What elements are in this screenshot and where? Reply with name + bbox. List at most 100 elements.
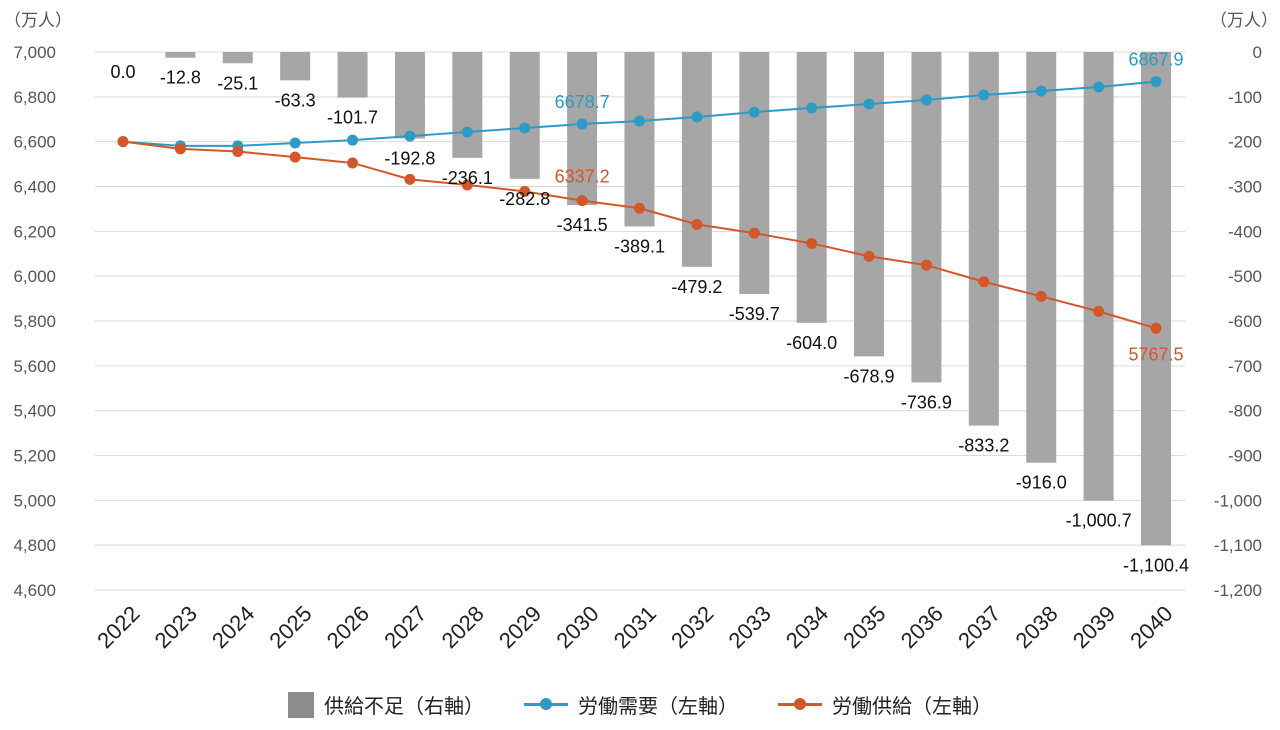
x-tick-label: 2031 xyxy=(609,601,661,653)
shortage-label-2029: -282.8 xyxy=(499,189,550,209)
supply-point-2033 xyxy=(748,227,760,239)
left-tick-label: 5,800 xyxy=(13,312,56,331)
shortage-label-2024: -25.1 xyxy=(217,73,258,93)
demand-point-2030 xyxy=(576,118,588,130)
legend-item-shortage: 供給不足（右軸） xyxy=(288,690,484,719)
demand-label-2040: 6867.9 xyxy=(1128,50,1183,70)
demand-point-2037 xyxy=(978,89,990,101)
x-tick-label: 2025 xyxy=(264,601,316,653)
shortage-label-2035: -678.9 xyxy=(844,366,895,386)
left-tick-label: 6,200 xyxy=(13,222,56,241)
left-tick-label: 5,400 xyxy=(13,402,56,421)
demand-point-2028 xyxy=(461,126,473,138)
demand-point-2029 xyxy=(519,122,531,134)
x-tick-label: 2033 xyxy=(724,601,776,653)
bar-2025 xyxy=(280,52,311,81)
shortage-label-2026: -101.7 xyxy=(327,108,378,128)
shortage-label-2032: -479.2 xyxy=(671,277,722,297)
x-tick-label: 2040 xyxy=(1125,601,1177,653)
x-tick-label: 2023 xyxy=(150,601,202,653)
shortage-label-2027: -192.8 xyxy=(384,148,435,168)
bar-2039 xyxy=(1083,52,1114,501)
bar-2032 xyxy=(681,52,712,267)
supply-point-2039 xyxy=(1093,305,1105,317)
x-tick-label: 2032 xyxy=(666,601,718,653)
left-tick-label: 6,000 xyxy=(13,267,56,286)
demand-point-2033 xyxy=(748,106,760,118)
demand-point-2035 xyxy=(863,98,875,110)
right-tick-label: -700 xyxy=(1228,357,1262,376)
bar-2035 xyxy=(854,52,885,357)
right-tick-label: -1,100 xyxy=(1214,536,1262,555)
chart: 7,000 6,800 6,600 6,400 6,200 6,000 5,800 5,600… xyxy=(4,11,1278,653)
left-tick-label: 6,800 xyxy=(13,88,56,107)
right-tick-label: -600 xyxy=(1228,312,1262,331)
supply-point-2026 xyxy=(347,157,359,169)
left-tick-label: 7,000 xyxy=(13,43,56,62)
shortage-label-2039: -1,000.7 xyxy=(1066,511,1132,531)
legend-label: 労働需要（左軸） xyxy=(578,694,738,718)
bar-2029 xyxy=(509,52,540,179)
right-tick-label: 0 xyxy=(1253,43,1262,62)
supply-point-2036 xyxy=(920,259,932,271)
x-tick-label: 2030 xyxy=(551,601,603,653)
shortage-label-2037: -833.2 xyxy=(958,436,1009,456)
supply-point-2035 xyxy=(863,250,875,262)
left-tick-label: 4,600 xyxy=(13,581,56,600)
left-tick-label: 5,600 xyxy=(13,357,56,376)
demand-point-2026 xyxy=(347,134,359,146)
right-tick-label: -100 xyxy=(1228,88,1262,107)
x-tick-label: 2022 xyxy=(92,601,144,653)
legend-label: 労働供給（左軸） xyxy=(832,694,992,718)
left-tick-label: 4,800 xyxy=(13,536,56,555)
bar-2024 xyxy=(222,52,253,64)
right-tick-label: -800 xyxy=(1228,402,1262,421)
left-tick-label: 5,000 xyxy=(13,491,56,510)
demand-point-2027 xyxy=(404,130,416,142)
x-tick-label: 2024 xyxy=(207,601,259,653)
shortage-label-2040: -1,100.4 xyxy=(1123,555,1189,575)
supply-point-2023 xyxy=(174,143,186,155)
shortage-label-2025: -63.3 xyxy=(275,90,316,110)
supply-point-2030 xyxy=(576,195,588,207)
legend-swatch-bar xyxy=(288,691,314,718)
bar-2023 xyxy=(165,52,196,58)
supply-point-2037 xyxy=(978,276,990,288)
right-tick-label: -1,000 xyxy=(1214,491,1262,510)
x-tick-label: 2027 xyxy=(379,601,431,653)
demand-point-2038 xyxy=(1035,85,1047,97)
x-tick-label: 2036 xyxy=(896,601,948,653)
right-axis-unit: （万人） xyxy=(1210,11,1278,31)
left-tick-label: 6,400 xyxy=(13,178,56,197)
bar-2036 xyxy=(911,52,942,383)
bar-2027 xyxy=(394,52,425,139)
shortage-label-2033: -539.7 xyxy=(729,304,780,324)
shortage-label-2036: -736.9 xyxy=(901,392,952,412)
x-tick-label: 2034 xyxy=(781,601,833,653)
left-tick-label: 5,200 xyxy=(13,447,56,466)
x-tick-label: 2035 xyxy=(838,601,890,653)
legend: 供給不足（右軸） 労働需要（左軸） 労働供給（左軸） xyxy=(0,690,1280,719)
supply-point-2027 xyxy=(404,173,416,185)
supply-point-2022 xyxy=(117,136,129,148)
supply-point-2024 xyxy=(232,146,244,158)
right-tick-label: -400 xyxy=(1228,222,1262,241)
legend-item-demand: 労働需要（左軸） xyxy=(524,690,738,719)
bar-2034 xyxy=(796,52,827,323)
shortage-label-2034: -604.0 xyxy=(786,333,837,353)
supply-point-2038 xyxy=(1035,290,1047,302)
supply-label-2040: 5767.5 xyxy=(1128,344,1183,364)
bar-2037 xyxy=(968,52,999,426)
legend-item-supply: 労働供給（左軸） xyxy=(778,690,992,719)
demand-point-2031 xyxy=(634,115,645,127)
bar-2026 xyxy=(337,52,368,98)
demand-point-2039 xyxy=(1093,81,1105,93)
bar-2028 xyxy=(452,52,483,158)
supply-point-2029 xyxy=(519,185,531,197)
bar-2038 xyxy=(1026,52,1057,463)
supply-point-2040 xyxy=(1150,322,1162,334)
demand-point-2040 xyxy=(1150,76,1162,88)
supply-point-2031 xyxy=(634,202,645,214)
x-tick-label: 2037 xyxy=(953,601,1005,653)
bar-2031 xyxy=(624,52,655,227)
